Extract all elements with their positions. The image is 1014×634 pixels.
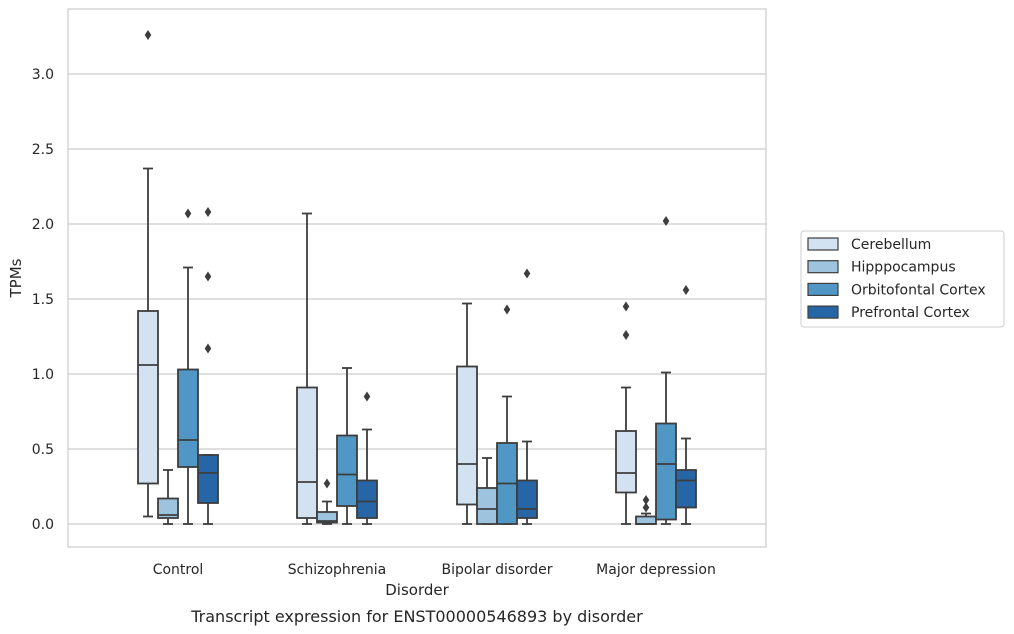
- legend-swatch: [807, 237, 839, 251]
- iqr-box: [177, 368, 199, 468]
- legend-label: Orbitofontal Cortex: [851, 282, 986, 298]
- box-1-3: [635, 495, 657, 525]
- box-3-2: [516, 268, 538, 525]
- box-3-3: [675, 285, 697, 525]
- legend-swatch: [807, 305, 839, 319]
- y-tick-label: 2.5: [32, 142, 54, 158]
- outlier-point: [204, 207, 212, 217]
- outlier-point: [642, 502, 650, 513]
- y-tick-label: 2.0: [32, 217, 54, 233]
- x-axis-label: Disorder: [385, 581, 449, 599]
- iqr-box: [356, 479, 378, 519]
- legend-frame: [800, 230, 1005, 328]
- outlier-point: [363, 391, 371, 402]
- iqr-box: [675, 469, 697, 509]
- legend-label: Prefrontal Cortex: [851, 305, 970, 321]
- iqr-box: [456, 365, 478, 506]
- legend: Cerebellum Hipppocampus Orbitofontal Corte…: [800, 230, 1005, 328]
- outlier-point: [184, 208, 192, 219]
- iqr-box: [336, 434, 358, 507]
- box-3-0: [197, 207, 219, 525]
- y-tick-label: 1.0: [32, 367, 54, 383]
- y-tick-label: 3.0: [32, 67, 54, 83]
- legend-label: Hipppocampus: [851, 260, 956, 276]
- y-tick-label: 0.5: [32, 442, 54, 458]
- chart-caption: Transcript expression for ENST0000054689…: [190, 607, 643, 626]
- box-2-2: [496, 304, 518, 525]
- y-axis-label: TPMs: [7, 258, 25, 298]
- x-tick-label: Major depression: [596, 562, 716, 578]
- iqr-box: [655, 422, 677, 521]
- outlier-point: [204, 343, 212, 354]
- iqr-box: [516, 479, 538, 519]
- box-1-1: [316, 478, 338, 525]
- iqr-box: [476, 487, 498, 525]
- y-tick-label: 0.0: [32, 517, 54, 533]
- outlier-point: [642, 495, 650, 505]
- iqr-box: [137, 310, 159, 485]
- plot-frame: [67, 8, 767, 548]
- box-0-0: [137, 30, 159, 518]
- x-tick-label: Control: [153, 562, 204, 578]
- outlier-point: [523, 268, 531, 279]
- iqr-box: [615, 430, 637, 494]
- box-0-3: [615, 301, 637, 525]
- box-2-3: [655, 216, 677, 525]
- outlier-point: [204, 271, 212, 282]
- box-0-1: [296, 212, 318, 525]
- iqr-box: [635, 515, 657, 525]
- legend-label: Cerebellum: [851, 237, 931, 253]
- outlier-point: [622, 330, 630, 340]
- y-tick-labels: 0.0 0.5 1.0 1.5 2.0 2.5 3.0: [32, 67, 54, 533]
- x-tick-label: Bipolar disorder: [441, 562, 552, 578]
- outlier-point: [323, 478, 331, 489]
- outlier-point: [503, 304, 511, 315]
- box-1-2: [476, 457, 498, 525]
- iqr-box: [197, 454, 219, 504]
- iqr-box: [157, 497, 179, 519]
- box-3-1: [356, 391, 378, 525]
- y-tick-label: 1.5: [32, 292, 54, 308]
- outlier-point: [682, 285, 690, 295]
- x-tick-label: Schizophrenia: [288, 562, 386, 578]
- outlier-point: [662, 216, 670, 226]
- legend-swatch: [807, 282, 839, 296]
- boxes: [137, 30, 697, 525]
- x-tick-labels: Control Schizophrenia Bipolar disorder Majo…: [153, 562, 716, 578]
- iqr-box: [316, 511, 338, 524]
- iqr-box: [296, 386, 318, 519]
- box-0-2: [456, 302, 478, 525]
- box-1-0: [157, 469, 179, 525]
- outlier-point: [622, 301, 630, 312]
- box-2-1: [336, 367, 358, 525]
- box-2-0: [177, 208, 199, 525]
- legend-swatch: [807, 260, 839, 274]
- outlier-point: [144, 30, 152, 40]
